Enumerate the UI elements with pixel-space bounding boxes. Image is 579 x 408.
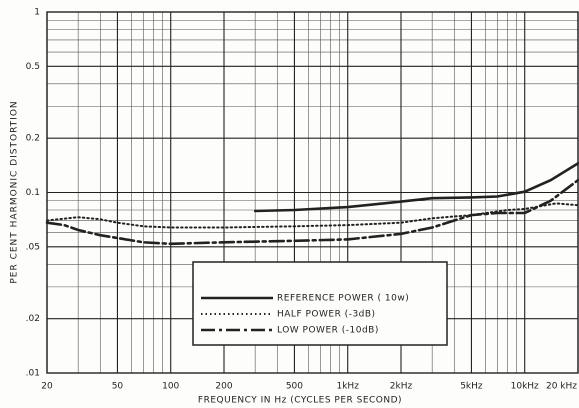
- plot-frame: [46, 11, 579, 374]
- y-axis-label: PER CENT HARMONIC DISTORTION: [10, 100, 20, 283]
- legend-label: HALF POWER (-3dB): [277, 310, 376, 320]
- y-tick-label: .01: [26, 369, 40, 379]
- series-line: [46, 202, 579, 229]
- x-tick-label: 2kHz: [390, 382, 413, 392]
- x-tick-label: 10kHz: [511, 382, 539, 392]
- x-tick-label: 1kHz: [336, 382, 359, 392]
- legend-label: LOW POWER (-10dB): [277, 326, 379, 336]
- x-axis-label: FREQUENCY IN Hz (CYCLES PER SECOND): [198, 396, 402, 406]
- y-tick-label: 0.2: [26, 134, 40, 144]
- x-tick-label: 20 kHz: [546, 382, 577, 392]
- y-tick-label: .02: [26, 314, 40, 324]
- legend: REFERENCE POWER ( 10w) HALF POWER (-3dB) L…: [192, 261, 448, 346]
- y-tick-label: .05: [26, 242, 40, 252]
- x-tick-label: 20: [41, 382, 53, 392]
- x-tick-label: 100: [162, 382, 179, 392]
- x-tick-label: 50: [112, 382, 124, 392]
- x-tick-label: 200: [215, 382, 232, 392]
- y-tick-label: 0.1: [26, 188, 40, 198]
- x-tick-label: 500: [286, 382, 303, 392]
- series-line: [253, 162, 579, 213]
- y-tick-label: 1: [34, 8, 40, 18]
- series-line: [45, 178, 579, 246]
- y-tick-label: 0.5: [26, 62, 40, 72]
- x-tick-label: 5kHz: [460, 382, 483, 392]
- legend-label: REFERENCE POWER ( 10w): [277, 294, 409, 304]
